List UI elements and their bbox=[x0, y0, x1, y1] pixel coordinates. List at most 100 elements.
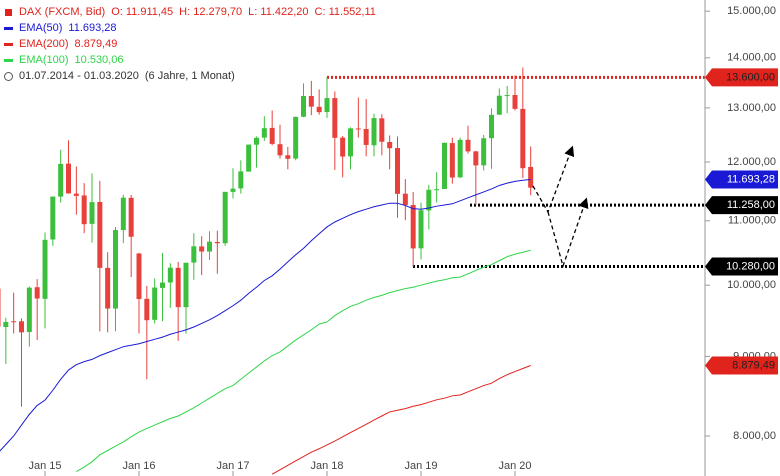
candle-body bbox=[66, 163, 71, 194]
period: 01.07.2014 - 01.03.2020 bbox=[19, 70, 139, 82]
candle-body bbox=[97, 201, 103, 268]
candle-body bbox=[434, 189, 440, 191]
candle-body bbox=[89, 202, 95, 224]
price-tag bbox=[705, 356, 778, 375]
price-tag-label: 13.600,00 bbox=[726, 71, 775, 83]
candle-body bbox=[332, 98, 338, 138]
y-tick-label: 12.000,00 bbox=[727, 156, 776, 168]
candle-body bbox=[489, 114, 494, 139]
legend-name: EMA(100) bbox=[19, 54, 69, 66]
candle-body bbox=[363, 128, 369, 145]
candle-body bbox=[34, 287, 40, 299]
legend-name: EMA(200) bbox=[19, 38, 69, 50]
candle-body bbox=[512, 95, 518, 109]
instrument: DAX (FXCM, Bid) bbox=[19, 6, 106, 18]
ohlc-label: L: 11.422,20 bbox=[248, 6, 309, 18]
candle-body bbox=[308, 96, 314, 107]
price-tag bbox=[705, 170, 778, 189]
legend-value: 10.530,06 bbox=[74, 54, 124, 66]
candle-body bbox=[191, 246, 197, 263]
candle-body bbox=[348, 128, 353, 157]
candle-body bbox=[105, 267, 111, 309]
legend-header: DAX (FXCM, Bid) O: 11.911,45 H: 12.279,7… bbox=[4, 4, 376, 20]
price-tag bbox=[705, 257, 778, 276]
y-tick-label: 11.000,00 bbox=[728, 215, 776, 227]
candle-body bbox=[269, 127, 275, 144]
price-tag-label: 10.280,00 bbox=[726, 260, 775, 272]
ema-line bbox=[0, 178, 531, 452]
price-tag-label: 11.258,00 bbox=[727, 199, 775, 211]
legend-value: 11.693,28 bbox=[68, 22, 117, 34]
candle-body bbox=[387, 141, 393, 149]
period-length: (6 Jahre, 1 Monat) bbox=[144, 70, 235, 82]
legend: DAX (FXCM, Bid) O: 11.911,45 H: 12.279,7… bbox=[4, 4, 376, 84]
clock-icon bbox=[4, 71, 13, 81]
candle-body bbox=[246, 144, 252, 172]
candle-body bbox=[183, 262, 189, 308]
x-tick-label: Jan 20 bbox=[498, 460, 531, 472]
candle-body bbox=[371, 118, 377, 146]
x-tick-label: Jan 19 bbox=[404, 460, 437, 472]
candle-body bbox=[136, 253, 142, 299]
candle-body bbox=[50, 196, 56, 240]
candle-body bbox=[254, 137, 259, 145]
candle-body bbox=[222, 191, 228, 244]
candle-body bbox=[120, 197, 126, 231]
candle-body bbox=[238, 171, 244, 189]
x-tick-label: Jan 17 bbox=[216, 460, 249, 472]
candle-body bbox=[457, 139, 463, 178]
candle-body bbox=[473, 151, 479, 166]
candle-body bbox=[426, 189, 432, 211]
candle-body bbox=[81, 195, 87, 225]
legend-period: 01.07.2014 - 01.03.2020 (6 Jahre, 1 Mona… bbox=[4, 68, 376, 84]
x-tick-label: Jan 15 bbox=[28, 460, 61, 472]
price-tag-label: 8.879,49 bbox=[732, 359, 775, 371]
candle-body bbox=[449, 143, 455, 178]
candle-body bbox=[167, 267, 173, 283]
candle-body bbox=[19, 321, 24, 333]
candle-body bbox=[11, 321, 17, 323]
candle-body bbox=[277, 144, 283, 156]
ema-line bbox=[76, 249, 531, 472]
candle-body bbox=[520, 108, 526, 169]
candle-body bbox=[316, 106, 322, 113]
candle-body bbox=[58, 163, 64, 197]
candle-body bbox=[144, 298, 150, 321]
candle-body bbox=[293, 116, 299, 159]
candle-body bbox=[410, 204, 416, 249]
y-tick-label: 15.000,00 bbox=[727, 5, 776, 17]
candle-body bbox=[496, 95, 502, 115]
candle-body bbox=[160, 282, 165, 288]
candle-body bbox=[379, 118, 385, 142]
y-tick-label: 8.000,00 bbox=[733, 430, 776, 442]
candle-body bbox=[340, 137, 346, 157]
candle-body bbox=[152, 287, 158, 320]
candle-body bbox=[0, 288, 1, 327]
legend-item: EMA(50) 11.693,28 bbox=[4, 20, 376, 36]
candle-body bbox=[230, 188, 236, 192]
price-tag-label: 11.693,28 bbox=[727, 173, 775, 185]
candle-body bbox=[113, 230, 118, 309]
candle-body bbox=[418, 210, 424, 249]
candle-body bbox=[301, 96, 306, 117]
ema-line bbox=[271, 365, 531, 475]
axis-labels: 8.000,009.000,0010.000,0011.000,0012.000… bbox=[28, 5, 778, 476]
candle-body bbox=[402, 193, 408, 206]
legend-swatch bbox=[4, 58, 13, 62]
candle-body bbox=[175, 267, 181, 308]
candle-body bbox=[214, 241, 220, 244]
legend-name: EMA(50) bbox=[19, 22, 63, 34]
candle-body bbox=[199, 246, 205, 252]
legend-icon bbox=[5, 8, 12, 16]
legend-value: 8.879,49 bbox=[74, 38, 118, 50]
candle-body bbox=[355, 128, 361, 130]
candle-body bbox=[73, 193, 79, 196]
candle-body bbox=[481, 138, 487, 166]
candle-body bbox=[465, 139, 471, 152]
legend-swatch bbox=[4, 42, 13, 46]
ohlc-label: O: 11.911,45 bbox=[111, 6, 174, 18]
scenario-arrow bbox=[532, 145, 575, 214]
candle-body bbox=[3, 321, 9, 327]
